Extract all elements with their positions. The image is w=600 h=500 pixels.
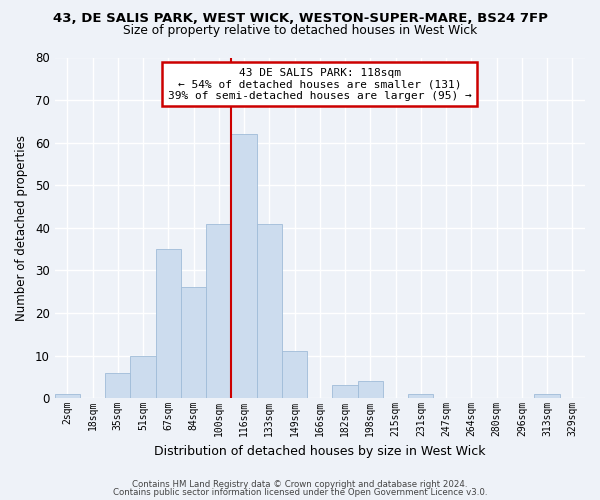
Text: Contains public sector information licensed under the Open Government Licence v3: Contains public sector information licen… — [113, 488, 487, 497]
Bar — [332, 386, 358, 398]
Bar — [257, 224, 282, 398]
Bar — [358, 381, 383, 398]
Bar — [105, 372, 130, 398]
Text: 43 DE SALIS PARK: 118sqm
← 54% of detached houses are smaller (131)
39% of semi-: 43 DE SALIS PARK: 118sqm ← 54% of detach… — [168, 68, 472, 101]
Bar — [55, 394, 80, 398]
Text: 43, DE SALIS PARK, WEST WICK, WESTON-SUPER-MARE, BS24 7FP: 43, DE SALIS PARK, WEST WICK, WESTON-SUP… — [53, 12, 547, 26]
Bar — [206, 224, 232, 398]
Bar — [181, 288, 206, 398]
Y-axis label: Number of detached properties: Number of detached properties — [15, 135, 28, 321]
Bar — [535, 394, 560, 398]
Bar — [408, 394, 433, 398]
Text: Size of property relative to detached houses in West Wick: Size of property relative to detached ho… — [123, 24, 477, 37]
Bar — [130, 356, 155, 398]
Bar — [232, 134, 257, 398]
Bar — [155, 249, 181, 398]
Bar — [282, 352, 307, 398]
X-axis label: Distribution of detached houses by size in West Wick: Distribution of detached houses by size … — [154, 444, 485, 458]
Text: Contains HM Land Registry data © Crown copyright and database right 2024.: Contains HM Land Registry data © Crown c… — [132, 480, 468, 489]
